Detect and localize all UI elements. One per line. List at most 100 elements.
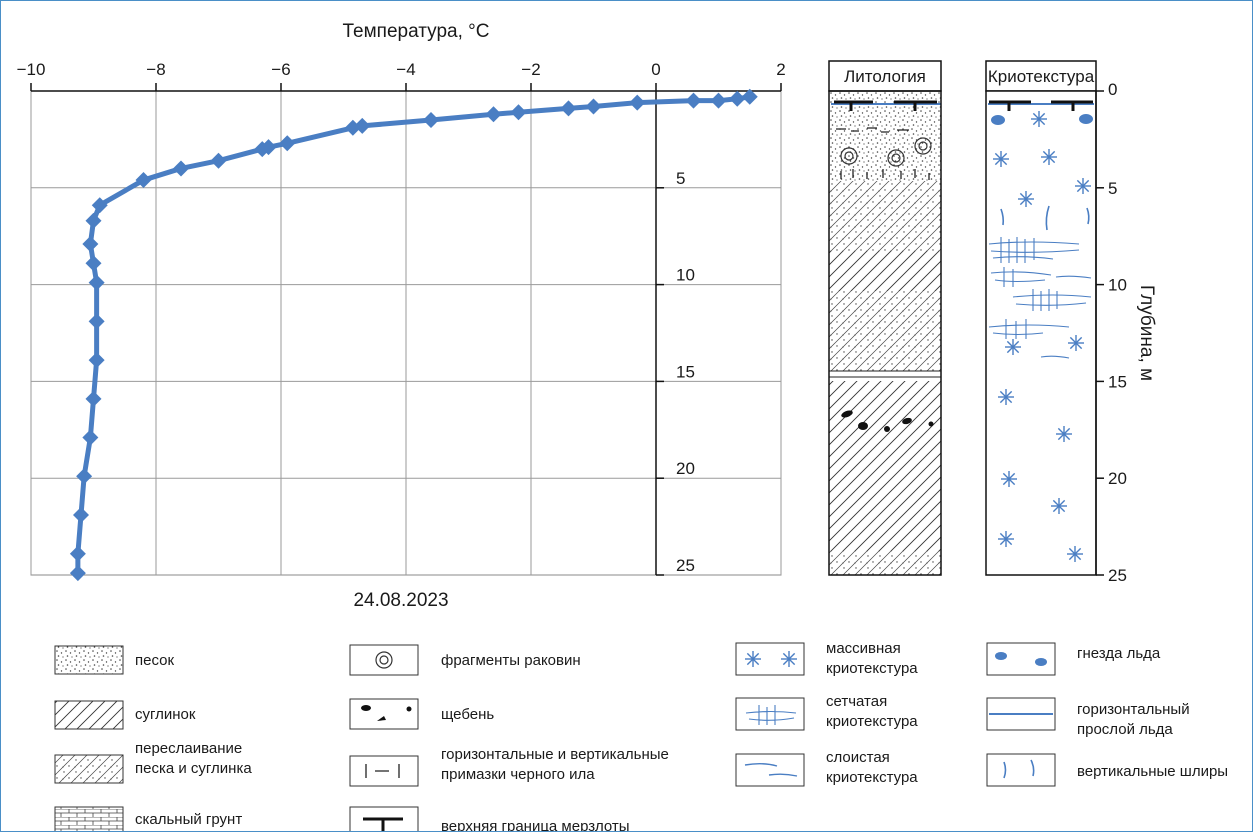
massive-cryotexture-mark (745, 651, 761, 667)
data-point-marker (710, 92, 727, 109)
ice-nests (991, 114, 1093, 125)
massive-cryotexture-mark (1031, 111, 1047, 127)
depth-tick-label: 0 (1108, 80, 1117, 99)
data-point-marker (741, 88, 758, 105)
lithology-interbed-layer-3 (829, 551, 941, 575)
vertical-schlieren (1000, 205, 1090, 231)
cryo-permafrost-marker (989, 100, 1093, 111)
permafrost-boundary-marker (834, 100, 937, 111)
data-point-marker (485, 106, 502, 123)
legend-swatch-reticulate (735, 697, 805, 731)
data-point-marker (73, 506, 89, 523)
legend-label-loam: суглинок (135, 706, 196, 723)
data-point-marker (585, 98, 602, 115)
data-point-marker (88, 313, 105, 330)
data-point-marker (85, 390, 102, 407)
legend-swatch-permafrost (349, 806, 419, 831)
lithology-loam-layer-2 (829, 381, 941, 551)
chart-gridlines (30, 90, 782, 575)
massive-cryotexture-mark (998, 531, 1014, 547)
data-point-marker (254, 141, 271, 158)
massive-cryotexture-mark (1067, 546, 1083, 562)
depth-tick-label: 15 (1108, 372, 1127, 391)
lithology-title: Литология (844, 67, 926, 86)
x-tick-label: −10 (17, 60, 46, 79)
depth-tick-label: 25 (1108, 566, 1127, 585)
cryotexture-column: Криотекстура (985, 60, 1097, 576)
data-point-marker (69, 545, 86, 562)
legend-label-layered: криотекстура (826, 769, 918, 786)
depth-axis-title: Глубина, м (1136, 285, 1157, 381)
legend-swatch-ice-layer (986, 697, 1056, 731)
massive-cryotexture-marks (993, 111, 1091, 562)
legend-label-massive: массивная (826, 640, 901, 657)
data-point-marker (82, 429, 99, 446)
lithology-interbed-layer (829, 181, 941, 251)
legend: песок суглинок переслаивание песка и суглин… (54, 640, 1228, 831)
lithology-column: Литология (828, 60, 942, 576)
data-point-marker (629, 94, 646, 111)
x-tick-label: 0 (651, 60, 660, 79)
legend-swatch-silt (349, 755, 419, 787)
depth-axis-ticks: 0 5 10 15 20 25 (1095, 80, 1127, 585)
massive-cryotexture-mark (781, 651, 797, 667)
depth-tick-label: 5 (1108, 179, 1117, 198)
shell-fragments (840, 137, 932, 167)
data-point-marker (354, 117, 371, 134)
lithology-sand-layer (829, 91, 941, 181)
legend-label-ice-layer: прослой льда (1077, 721, 1173, 738)
massive-cryotexture-mark (1041, 149, 1057, 165)
massive-cryotexture-mark (1068, 335, 1084, 351)
lithology-title-box (828, 60, 942, 92)
reticulate-cryotexture-marks (988, 237, 1092, 359)
temperature-series (69, 88, 758, 582)
data-point-marker (82, 235, 99, 252)
silt-smears (836, 127, 930, 180)
x-axis-ticks: −10 −8 −6 −4 −2 0 2 (17, 60, 786, 91)
data-point-marker (560, 100, 577, 117)
data-point-marker (85, 212, 102, 229)
legend-labels: песок суглинок переслаивание песка и суглин… (135, 640, 1228, 831)
depth-tick-label: 10 (1108, 276, 1127, 295)
data-point-marker (210, 152, 227, 169)
legend-swatch-massive (735, 642, 805, 676)
date-label: 24.08.2023 (353, 590, 448, 611)
gravel-clasts (841, 410, 934, 432)
data-point-marker (173, 160, 189, 177)
legend-label-nests: гнезда льда (1077, 645, 1161, 662)
massive-cryotexture-mark (993, 151, 1009, 167)
legend-label-massive: криотекстура (826, 660, 918, 677)
legend-label-gravel: щебень (441, 706, 494, 723)
x-tick-label: −6 (271, 60, 290, 79)
legend-swatch-vertical-schlieren (986, 753, 1056, 787)
lithology-interbed-layer-2 (829, 291, 941, 371)
y-tick-label: 25 (676, 556, 695, 575)
legend-label-interbed: песка и суглинка (135, 760, 252, 777)
x-tick-label: 2 (776, 60, 785, 79)
legend-label-reticulate: сетчатая (826, 693, 887, 710)
data-point-marker (423, 112, 439, 129)
legend-swatch-nests (986, 642, 1056, 676)
cryotexture-title-box (985, 60, 1097, 92)
lithology-border (828, 90, 942, 576)
legend-swatch-loam (54, 700, 124, 730)
y-tick-label: 15 (676, 362, 695, 381)
massive-cryotexture-mark (1001, 471, 1017, 487)
legend-swatch-interbed (54, 754, 124, 784)
x-axis-title: Температура, °C (343, 21, 490, 42)
legend-label-reticulate: криотекстура (826, 713, 918, 730)
y-tick-label: 10 (676, 266, 695, 285)
data-point-marker (685, 92, 702, 109)
legend-label-vertical-schlieren: вертикальные шлиры (1077, 763, 1228, 780)
legend-label-permafrost: верхняя граница мерзлоты (441, 818, 630, 831)
legend-swatch-layered (735, 753, 805, 787)
legend-label-silt: горизонтальные и вертикальные (441, 746, 669, 763)
y-axis-ticks: 5 10 15 20 25 (656, 169, 695, 576)
massive-cryotexture-mark (998, 389, 1014, 405)
data-point-marker (279, 135, 296, 152)
legend-swatch-shell (349, 644, 419, 676)
data-point-marker (135, 172, 152, 189)
x-tick-label: −2 (521, 60, 540, 79)
